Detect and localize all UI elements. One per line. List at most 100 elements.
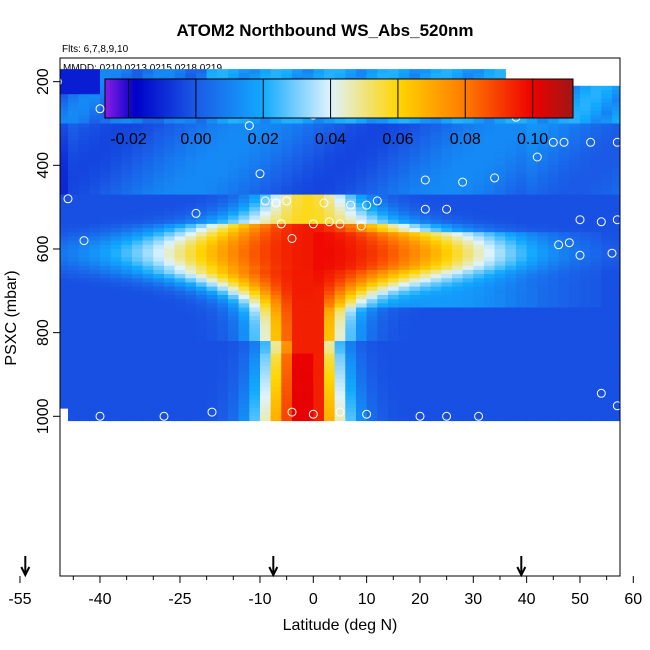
- heatmap-cell: [420, 182, 432, 187]
- heatmap-cell: [260, 361, 272, 367]
- heatmap-cell: [142, 282, 154, 288]
- heatmap-cell: [590, 152, 602, 158]
- heatmap-cell: [132, 382, 144, 388]
- heatmap-cell: [484, 148, 496, 154]
- heatmap-cell: [356, 307, 368, 313]
- heatmap-cell: [494, 215, 506, 221]
- heatmap-cell: [185, 228, 197, 233]
- heatmap-cell: [430, 378, 442, 384]
- heatmap-cell: [174, 412, 186, 417]
- heatmap-cell: [153, 198, 165, 204]
- heatmap-cell: [206, 361, 218, 367]
- heatmap-cell: [313, 244, 325, 250]
- heatmap-cell: [334, 223, 346, 229]
- heatmap-cell: [462, 219, 474, 225]
- heatmap-cell: [558, 286, 570, 292]
- heatmap-cell: [238, 370, 250, 376]
- heatmap-cell: [25, 132, 36, 137]
- heatmap-cell: [420, 73, 432, 79]
- heatmap-cell: [505, 416, 517, 422]
- heatmap-cell: [569, 366, 581, 371]
- heatmap-cell: [142, 336, 154, 342]
- heatmap-cell: [313, 370, 325, 376]
- heatmap-cell: [36, 375, 47, 380]
- heatmap-cell: [526, 290, 538, 296]
- heatmap-cell: [569, 299, 581, 304]
- heatmap-cell: [537, 186, 549, 191]
- heatmap-cell: [249, 403, 261, 409]
- heatmap-cell: [100, 303, 112, 309]
- heatmap-cell: [110, 395, 122, 401]
- heatmap-cell: [292, 295, 304, 300]
- heatmap-cell: [398, 361, 410, 367]
- heatmap-cell: [580, 177, 592, 183]
- heatmap-cell: [153, 190, 165, 196]
- heatmap-cell: [270, 378, 282, 384]
- heatmap-cell: [505, 374, 517, 380]
- heatmap-cell: [270, 123, 282, 129]
- heatmap-cell: [228, 378, 240, 384]
- heatmap-cell: [377, 207, 389, 212]
- heatmap-cell: [228, 387, 240, 392]
- heatmap-cell: [60, 378, 69, 384]
- heatmap-cell: [121, 157, 133, 162]
- heatmap-cell: [484, 182, 496, 187]
- heatmap-cell: [366, 240, 378, 246]
- heatmap-cell: [270, 215, 282, 221]
- heatmap-cell: [420, 69, 432, 74]
- heatmap-cell: [398, 336, 410, 342]
- heatmap-cell: [153, 261, 165, 267]
- heatmap-cell: [89, 194, 101, 200]
- heatmap-cell: [441, 295, 453, 300]
- heatmap-cell: [366, 387, 378, 392]
- heatmap-cell: [302, 157, 314, 162]
- heatmap-cell: [228, 127, 240, 133]
- heatmap-cell: [345, 336, 357, 342]
- heatmap-cell: [334, 182, 346, 187]
- heatmap-cell: [249, 407, 261, 413]
- heatmap-cell: [228, 382, 240, 388]
- heatmap-cell: [196, 315, 208, 321]
- heatmap-cell: [68, 110, 80, 116]
- heatmap-cell: [366, 148, 378, 154]
- heatmap-cell: [441, 315, 453, 321]
- heatmap-cell: [4, 216, 15, 221]
- heatmap-cell: [249, 378, 261, 384]
- heatmap-cell: [132, 357, 144, 363]
- heatmap-cell: [142, 345, 154, 350]
- heatmap-cell: [313, 320, 325, 325]
- heatmap-cell: [313, 311, 325, 317]
- heatmap-cell: [185, 236, 197, 242]
- heatmap-cell: [430, 407, 442, 413]
- heatmap-cell: [409, 345, 421, 350]
- heatmap-cell: [270, 315, 282, 321]
- heatmap-cell: [537, 140, 549, 145]
- heatmap-cell: [430, 282, 442, 288]
- heatmap-cell: [174, 207, 186, 212]
- heatmap-cell: [121, 290, 133, 296]
- heatmap-cell: [15, 90, 26, 95]
- heatmap-cell: [569, 123, 581, 129]
- heatmap-cell: [142, 311, 154, 317]
- heatmap-cell: [15, 391, 26, 396]
- heatmap-cell: [68, 182, 80, 187]
- heatmap-cell: [260, 253, 272, 258]
- heatmap-cell: [377, 387, 389, 392]
- heatmap-cell: [89, 173, 101, 179]
- heatmap-cell: [356, 282, 368, 288]
- heatmap-cell: [569, 173, 581, 179]
- heatmap-cell: [548, 123, 560, 129]
- heatmap-cell: [164, 265, 176, 271]
- heatmap-cell: [452, 136, 464, 141]
- heatmap-cell: [441, 403, 453, 409]
- heatmap-cell: [196, 140, 208, 145]
- heatmap-cell: [569, 349, 581, 355]
- heatmap-cell: [345, 315, 357, 321]
- heatmap-cell: [281, 161, 293, 166]
- heatmap-cell: [409, 412, 421, 417]
- heatmap-cell: [462, 253, 474, 258]
- heatmap-cell: [60, 357, 69, 363]
- heatmap-cell: [377, 161, 389, 166]
- heatmap-cell: [100, 282, 112, 288]
- heatmap-cell: [164, 131, 176, 137]
